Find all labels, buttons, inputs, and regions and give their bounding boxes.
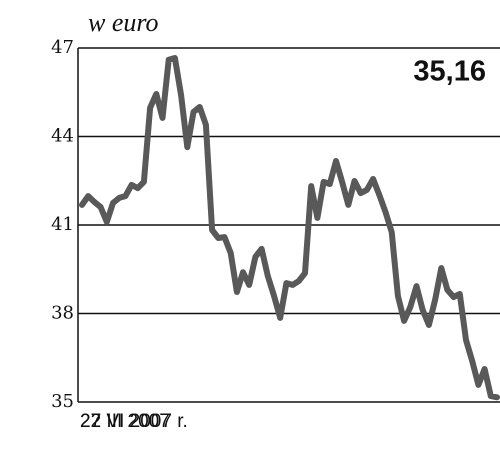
y-tick-label: 38 [51, 303, 74, 324]
chart-title: w euro [88, 8, 159, 37]
value-label: 35,16 [413, 56, 486, 88]
x-tick-label: 22 III 2007 [80, 411, 170, 432]
y-tick-label: 35 [51, 391, 74, 412]
price-line [79, 55, 500, 401]
y-tick-label: 41 [51, 214, 74, 235]
y-tick-label: 47 [51, 37, 74, 58]
y-tick-label: 44 [51, 126, 74, 147]
x-tick-label: 27 VI 2007 r. [80, 411, 188, 432]
